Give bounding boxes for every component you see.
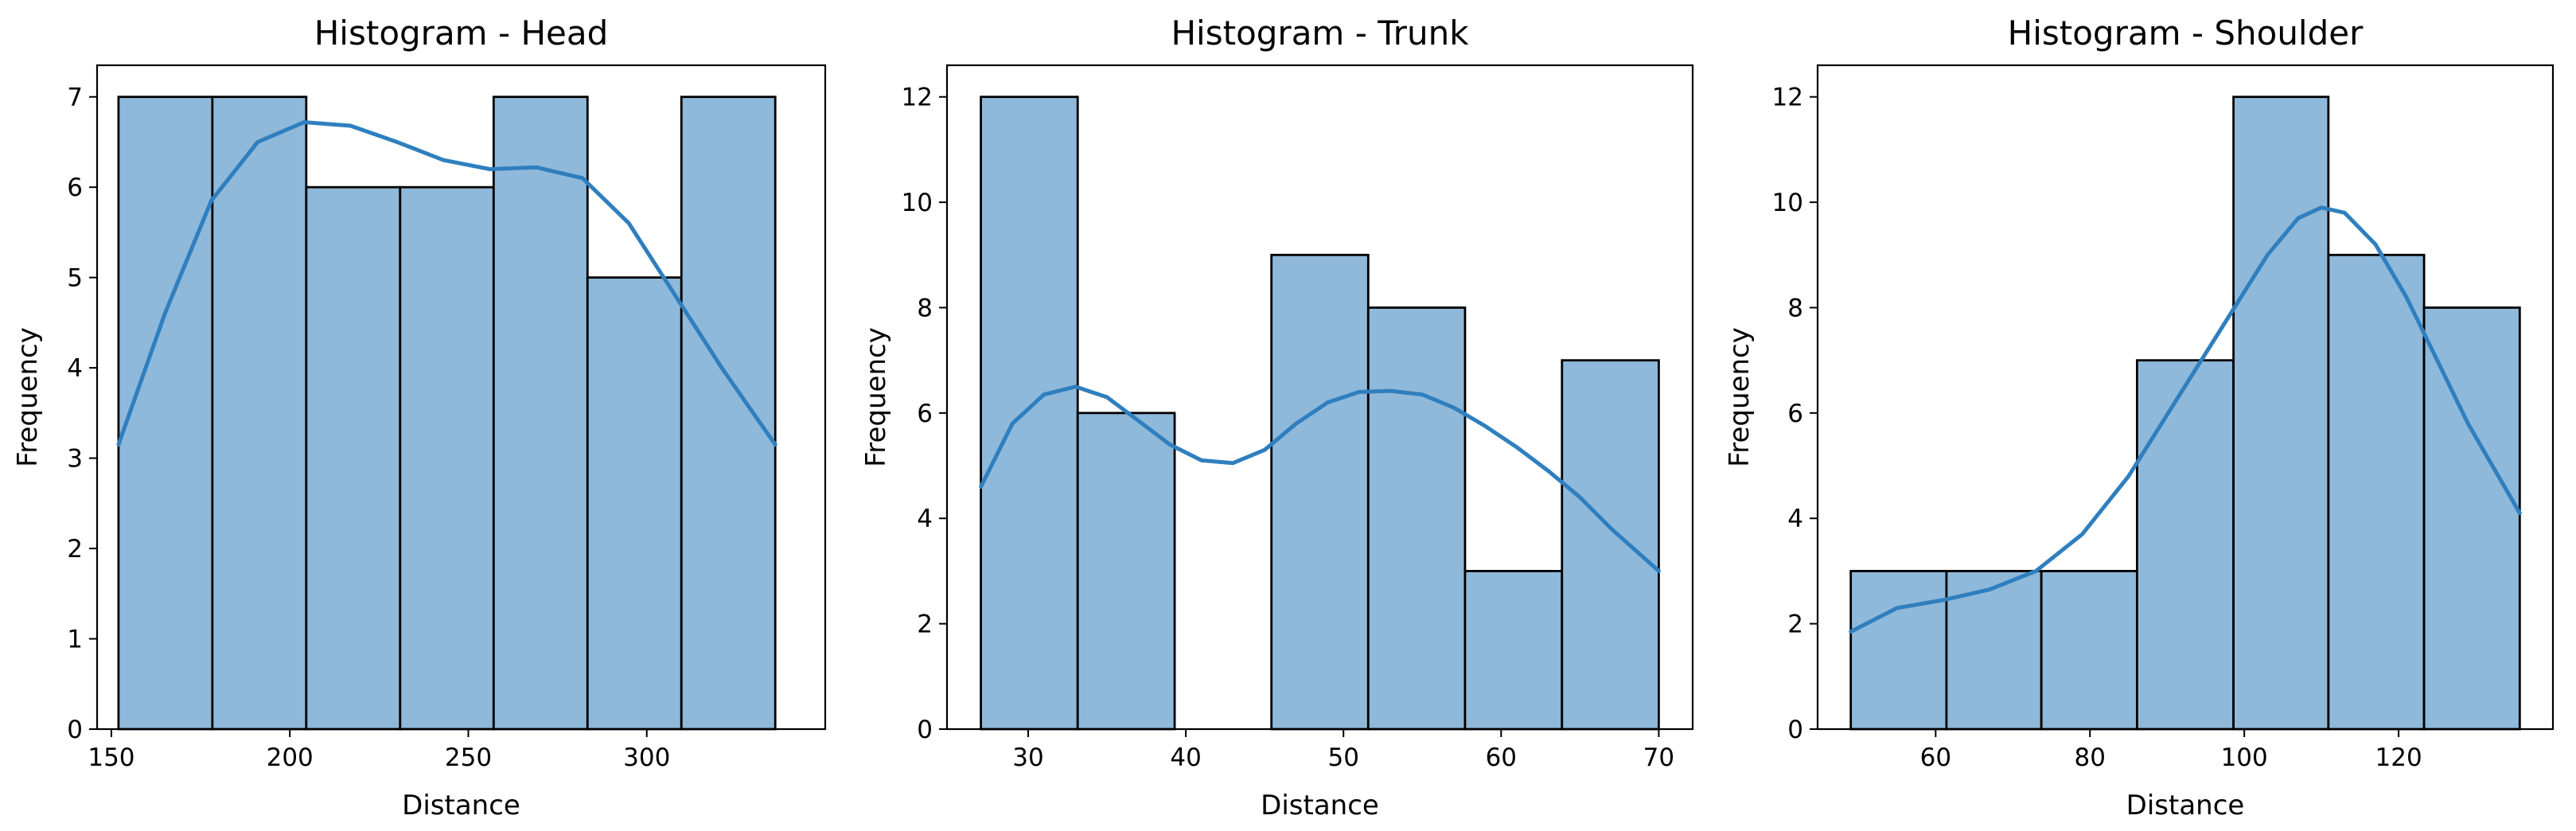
y-tick-label: 6: [1787, 400, 1803, 428]
y-tick-label: 2: [917, 611, 933, 639]
histogram-bars: [980, 96, 1660, 731]
y-tick-label: 12: [1772, 84, 1803, 112]
axes-frame: [1816, 64, 2555, 731]
y-tick-label: 7: [67, 84, 83, 112]
x-tick-label: 30: [1012, 743, 1043, 772]
histogram-bar: [492, 96, 589, 731]
x-tick-label: 100: [2221, 743, 2268, 772]
y-axis-label: Frequency: [1724, 327, 1756, 467]
x-tick-label: 60: [1486, 743, 1517, 772]
y-tick-label: 2: [67, 535, 83, 564]
histogram-bar: [1366, 306, 1467, 731]
histogram-bar: [2327, 253, 2426, 731]
x-tick-label: 60: [1920, 743, 1951, 772]
x-axis-label: Distance: [1261, 790, 1379, 821]
x-tick-label: 50: [1327, 743, 1358, 772]
histogram-bar: [1076, 412, 1176, 731]
y-tick-label: 8: [1787, 294, 1803, 322]
histogram-bar: [117, 96, 214, 731]
y-tick-label: 5: [67, 264, 83, 293]
x-tick-label: 250: [445, 743, 492, 772]
histogram-bar: [399, 185, 495, 731]
x-axis-label: Distance: [402, 790, 520, 821]
y-tick-label: 12: [902, 84, 933, 112]
x-tick-label: 200: [267, 743, 314, 772]
x-axis-label: Distance: [2126, 790, 2245, 821]
x-tick-label: 300: [623, 743, 670, 772]
y-tick-label: 4: [917, 505, 933, 533]
histogram-bar: [1849, 570, 1948, 731]
y-tick-label: 4: [1787, 505, 1803, 533]
y-tick-label: 0: [917, 716, 933, 744]
histogram-bar: [680, 96, 777, 731]
histogram-bars: [1849, 96, 2521, 731]
y-tick-label: 8: [917, 294, 933, 322]
axes-frame: [945, 64, 1694, 731]
y-tick-label: 6: [67, 174, 83, 202]
y-tick-label: 0: [67, 716, 83, 744]
histogram-bar: [2040, 570, 2138, 731]
y-tick-label: 10: [1772, 189, 1803, 217]
panel-head: Histogram - Head Distance Frequency 150 2…: [12, 14, 827, 821]
histogram-bar: [2232, 96, 2330, 731]
chart-title: Histogram - Head: [314, 14, 609, 53]
y-axis-label: Frequency: [12, 327, 44, 467]
histogram-bar: [211, 96, 308, 731]
kde-curve: [979, 384, 1661, 573]
histogram-bar: [1561, 359, 1660, 731]
panel-trunk: Histogram - Trunk Distance Frequency 30 4…: [860, 14, 1694, 821]
y-tick-label: 0: [1787, 716, 1803, 744]
histogram-bar: [1463, 570, 1564, 731]
histogram-bar: [1270, 253, 1370, 731]
histogram-bar: [980, 96, 1079, 731]
chart-title: Histogram - Trunk: [1171, 14, 1469, 53]
x-tick-label: 70: [1643, 743, 1674, 772]
histogram-bar: [2422, 306, 2521, 731]
chart-title: Histogram - Shoulder: [2008, 14, 2364, 53]
y-axis-label: Frequency: [860, 327, 892, 467]
y-tick-label: 6: [917, 400, 933, 428]
x-tick-label: 150: [88, 743, 134, 772]
histogram-bar: [305, 185, 402, 731]
histogram-bar: [586, 276, 683, 731]
x-tick-label: 120: [2375, 743, 2422, 772]
x-tick-label: 40: [1170, 743, 1201, 772]
panel-shoulder: Histogram - Shoulder Distance Frequency …: [1724, 14, 2555, 821]
y-tick-label: 2: [1787, 611, 1803, 639]
histogram-bars: [117, 96, 777, 731]
y-tick-label: 3: [67, 445, 83, 474]
y-tick-label: 10: [902, 189, 933, 217]
kde-curve: [1849, 205, 2522, 634]
kde-curve: [116, 120, 777, 447]
y-tick-label: 1: [67, 626, 83, 654]
axes-frame: [95, 64, 827, 731]
x-tick-label: 80: [2075, 743, 2106, 772]
histogram-bar: [2136, 359, 2235, 731]
y-tick-label: 4: [67, 354, 83, 383]
